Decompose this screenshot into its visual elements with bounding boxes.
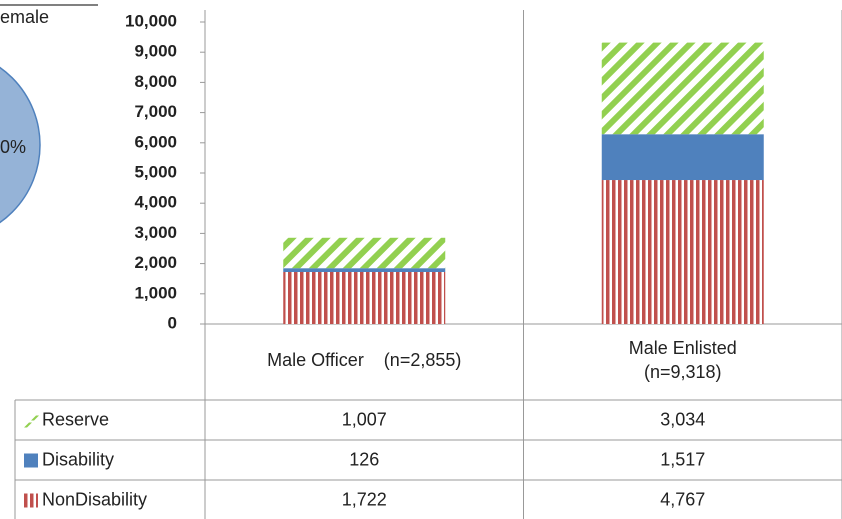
legend-swatch <box>24 453 38 468</box>
bar-segment <box>283 271 446 324</box>
pie-legend-text: emale <box>0 7 49 27</box>
y-tick-label: 8,000 <box>134 72 177 91</box>
pie-fragment <box>0 66 41 224</box>
table-value: 1,517 <box>660 449 705 469</box>
y-tick-label: 6,000 <box>134 132 177 151</box>
table-value: 3,034 <box>660 409 705 429</box>
y-tick-label: 10,000 <box>125 11 177 30</box>
table-value: 1,722 <box>342 489 387 509</box>
x-category-label: Male Enlisted (n=9,318) <box>629 338 737 382</box>
y-tick-label: 5,000 <box>134 162 177 181</box>
bar-segment <box>601 180 764 324</box>
legend-swatch <box>24 493 38 508</box>
y-tick-label: 9,000 <box>134 42 177 61</box>
legend-swatch <box>24 415 39 428</box>
bar-segment <box>283 237 446 269</box>
bar-segment <box>283 268 446 272</box>
y-tick-label: 2,000 <box>134 253 177 272</box>
y-tick-label: 3,000 <box>134 223 177 242</box>
y-tick-label: 4,000 <box>134 193 177 212</box>
table-value: 1,007 <box>342 409 387 429</box>
pie-label: 0% <box>0 137 26 157</box>
y-tick-label: 1,000 <box>134 283 177 302</box>
legend-label: Disability <box>42 449 114 469</box>
table-value: 126 <box>349 449 379 469</box>
table-value: 4,767 <box>660 489 705 509</box>
bar-segment <box>601 134 764 181</box>
bar-segment <box>601 42 764 135</box>
y-tick-label: 0 <box>168 313 177 332</box>
y-tick-label: 7,000 <box>134 102 177 121</box>
legend-label: NonDisability <box>42 489 147 509</box>
x-category-label: Male Officer (n=2,855) <box>267 350 461 370</box>
legend-label: Reserve <box>42 409 109 429</box>
